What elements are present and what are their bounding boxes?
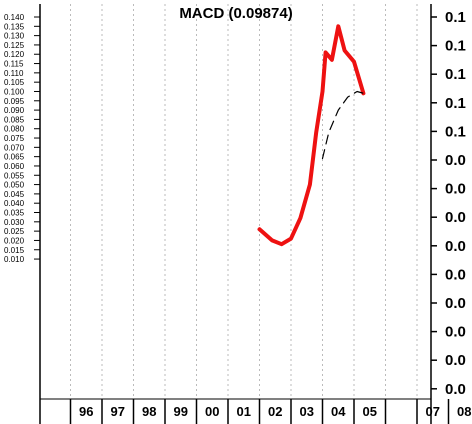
left-y-tick-label: 0.055 [4,171,25,180]
macd-line [257,24,366,247]
chart-title: MACD (0.09874) [179,5,292,22]
x-tick-label: 00 [205,404,219,419]
right-y-tick-label: 0.0 [445,152,466,169]
left-y-tick-label: 0.110 [4,69,24,78]
right-y-tick-label: 0.0 [445,266,466,283]
left-y-tick-label: 0.135 [4,22,25,31]
x-axis: 96 97 98 99 00 01 02 03 04 05 07 08 [69,399,471,424]
left-y-tick-label: 0.045 [4,190,25,199]
left-y-tick-label: 0.075 [4,134,25,143]
left-y-tick-label: 0.065 [4,153,25,162]
left-y-tick-label: 0.025 [4,227,25,236]
left-y-tick-label: 0.115 [4,60,24,69]
series-layer [257,24,366,247]
x-tick-label: 98 [142,404,156,419]
x-tick-label: 02 [268,404,282,419]
right-y-tick-label: 0.0 [445,295,466,312]
x-tick-label: 97 [111,404,125,419]
x-tick-label: 08 [457,404,471,419]
left-y-tick-label: 0.070 [4,143,25,152]
left-y-tick-label: 0.035 [4,209,25,218]
right-y-tick-label: 0.1 [445,9,466,26]
left-y-tick-label: 0.100 [4,87,25,96]
right-y-tick-label: 0.0 [445,324,466,341]
x-tick-label: 99 [174,404,188,419]
left-y-tick-label: 0.020 [4,236,25,245]
signal-line [321,90,364,160]
left-y-tick-label: 0.015 [4,246,25,255]
left-y-tick-label: 0.125 [4,41,25,50]
right-y-tick-label: 0.1 [445,38,466,55]
x-tick-label: 04 [331,404,346,419]
x-tick-label: 05 [363,404,377,419]
left-y-tick-label: 0.085 [4,115,25,124]
right-y-tick-label: 0.0 [445,209,466,226]
left-y-tick-label: 0.140 [4,13,25,22]
x-tick-label: 01 [237,404,251,419]
right-y-tick-label: 0.0 [445,352,466,369]
left-y-tick-label: 0.030 [4,218,25,227]
left-y-tick-label: 0.095 [4,97,25,106]
right-y-tick-label: 0.0 [445,181,466,198]
x-tick-label: 03 [300,404,314,419]
right-y-tick-label: 0.0 [445,238,466,255]
left-y-tick-label: 0.130 [4,32,25,41]
left-y-axis: 0.1400.1350.1300.1250.1200.1150.1100.105… [4,13,40,264]
x-tick-label: 96 [79,404,93,419]
x-tick-label: 07 [426,404,440,419]
left-y-tick-label: 0.050 [4,181,25,190]
left-y-tick-label: 0.090 [4,106,25,115]
left-y-tick-label: 0.105 [4,78,25,87]
right-y-tick-label: 0.1 [445,123,466,140]
grid-lines [70,4,418,399]
left-y-tick-label: 0.080 [4,125,25,134]
right-y-tick-label: 0.1 [445,95,466,112]
right-y-axis: 0.1 0.1 0.1 0.1 0.1 0.0 0.0 0.0 0.0 0.0 0.0 0.0 0.0 0… [431,9,466,398]
left-y-tick-label: 0.010 [4,255,25,264]
left-y-tick-label: 0.060 [4,162,25,171]
right-y-tick-label: 0.0 [445,381,466,398]
left-y-tick-label: 0.120 [4,50,25,59]
right-y-tick-label: 0.1 [445,66,466,83]
left-y-tick-label: 0.040 [4,199,25,208]
